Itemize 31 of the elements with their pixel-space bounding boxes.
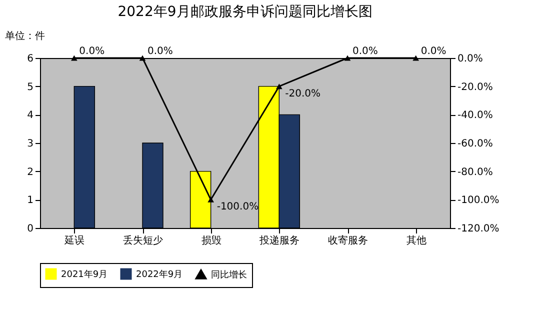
- legend-label: 2021年9月: [61, 269, 108, 280]
- data-label: 0.0%: [420, 46, 446, 57]
- y2-tick-label: -60.0%: [458, 138, 493, 150]
- y2-tick-label: -40.0%: [458, 110, 493, 122]
- y2-tick-label: -100.0%: [458, 195, 500, 206]
- y2-tick-label: 0.0%: [458, 54, 483, 64]
- y2-tick-label: -80.0%: [458, 166, 493, 178]
- y-tick-label: 0: [27, 224, 34, 234]
- y2-tick-label: -120.0%: [458, 224, 500, 234]
- data-label: -100.0%: [216, 202, 259, 213]
- y-tick-label: 4: [27, 110, 34, 122]
- x-tick-label: 其他: [406, 234, 426, 246]
- x-tick-label: 延误: [64, 234, 85, 246]
- y-tick-label: 5: [27, 82, 34, 93]
- x-tick-label: 丢失短少: [123, 234, 163, 246]
- data-label: 0.0%: [79, 46, 105, 57]
- text: 单位：件: [5, 30, 45, 42]
- data-label: -20.0%: [285, 88, 321, 100]
- data-label: 0.0%: [352, 46, 378, 57]
- y2-tick-label: -20.0%: [458, 82, 493, 93]
- x-tick-label: 损毁: [201, 234, 222, 246]
- x-tick-label: 投递服务: [258, 234, 300, 246]
- y-tick-label: 2: [27, 166, 34, 178]
- y-tick-label: 3: [27, 138, 34, 150]
- legend-label: 同比增长: [211, 269, 247, 280]
- x-tick-label: 收寄服务: [328, 234, 368, 246]
- chart-title: 2022年9月邮政服务申诉问题同比增长图: [118, 4, 372, 20]
- legend-label: 2022年9月: [136, 269, 183, 280]
- y-tick-label: 6: [27, 54, 34, 64]
- data-label: 0.0%: [148, 46, 173, 57]
- y-tick-label: 1: [27, 195, 34, 206]
